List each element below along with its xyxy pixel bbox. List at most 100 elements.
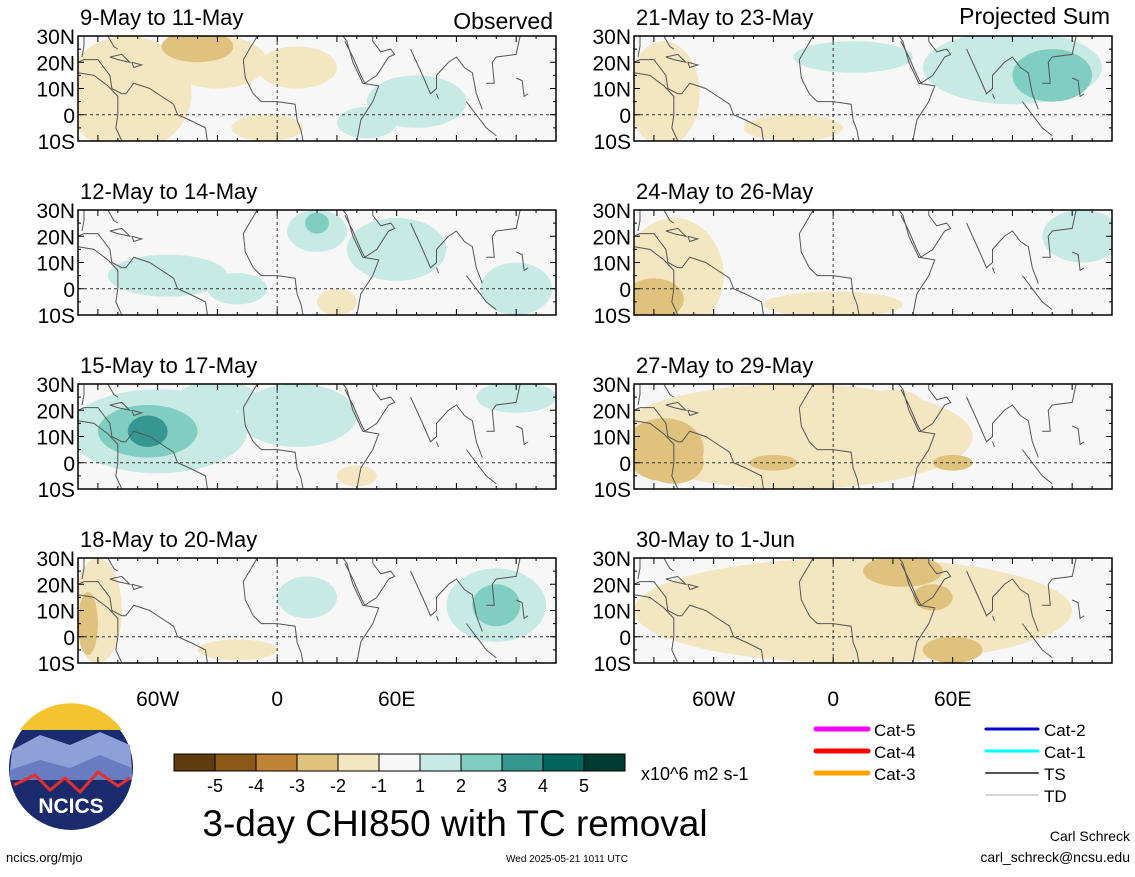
colorbar-swatch [337,753,380,772]
y-tick-label: 20N [592,52,631,75]
anomaly-region [197,639,278,661]
main-title: 3-day CHI850 with TC removal [202,803,707,844]
anomaly-region [336,465,377,487]
y-tick-label: 10S [594,479,631,502]
coastlines [634,558,1085,663]
coastlines [634,384,1085,489]
y-tick-label: 0 [63,279,75,302]
legend-item: Cat-4 [813,743,916,762]
legend-label: TS [1044,765,1066,784]
colorbar-swatch [296,753,339,772]
colorbar-swatch [214,753,257,772]
y-tick-label: 10S [38,131,75,154]
y-tick-label: 0 [63,105,75,128]
coastlines [78,210,529,315]
y-tick-label: 30N [36,374,75,397]
anomaly-region [305,212,329,234]
coastlines [78,384,529,489]
anomaly-region [257,46,337,89]
colorbar-swatch [419,753,462,772]
y-tick-label: 20N [36,400,75,423]
panel-title: 15-May to 17-May [80,353,257,378]
y-tick-label: 20N [592,574,631,597]
colorbar-tick-label: 4 [538,776,548,796]
colorbar-tick-label: -1 [371,776,387,796]
x-tick-label: 0 [827,688,839,711]
anomaly-region [793,41,913,73]
anomaly-region [472,584,521,627]
y-tick-label: 0 [619,453,631,476]
legend-item: Cat-2 [984,721,1086,740]
colorbar-tick-label: 3 [497,776,507,796]
anomaly-region [317,288,357,315]
coastlines [78,36,529,141]
panel-ticks [77,209,557,316]
anomaly-region [78,592,98,656]
y-tick-label: 0 [619,279,631,302]
x-tick-label: 0 [271,688,283,711]
y-tick-label: 0 [63,627,75,650]
x-tick-label: 60E [934,688,971,711]
panel-ticks [77,557,557,664]
logo-text: NCICS [38,795,103,818]
anomaly-region [277,576,337,619]
y-tick-label: 30N [592,374,631,397]
x-tick-label: 60W [136,688,179,711]
panel-ticks [633,209,1113,316]
y-tick-label: 10S [594,131,631,154]
y-tick-label: 10S [38,305,75,328]
legend-item: TS [985,765,1066,784]
legend-label: TD [1044,787,1067,806]
colorbar-tick-label: -5 [207,776,223,796]
y-tick-label: 10N [592,601,631,624]
footer-url: ncics.org/mjo [6,850,83,865]
x-tick-labels: 60W 0 60E 60W 0 60E [136,688,971,711]
anomaly-region [231,114,304,141]
y-tick-label: 20N [36,574,75,597]
anomaly-region [922,636,983,663]
colorbar-swatch [378,753,421,772]
ncics-logo: NCICS [9,703,133,830]
y-tick-label: 10N [36,253,75,276]
y-tick-label: 20N [592,400,631,423]
y-tick-label: 10N [592,79,631,102]
y-tick-label: 10S [594,653,631,676]
y-tick-label: 20N [36,52,75,75]
legend-item: TD [985,787,1067,806]
x-tick-label: 60E [378,688,415,711]
anomaly-region [634,558,1073,663]
anomaly-region [237,384,357,447]
coastlines [634,210,1085,315]
anomaly-region [107,254,228,297]
y-tick-label: 10N [36,79,75,102]
y-tick-label: 10N [36,601,75,624]
y-tick-label: 0 [63,453,75,476]
y-tick-label: 0 [619,627,631,650]
y-tick-label: 10N [592,427,631,450]
colorbar-swatch [460,753,503,772]
y-tick-label: 30N [36,548,75,571]
legend-item: Cat-5 [813,721,916,740]
panel-ticks [77,35,557,142]
panel-ticks [633,35,1113,142]
y-tick-label: 20N [592,226,631,249]
colorbar-swatch [583,753,626,772]
panel-title: 9-May to 11-May [80,5,243,30]
panel-ticks [77,383,557,490]
anomaly-region [863,389,923,421]
y-tick-label: 30N [36,26,75,49]
coastlines [78,558,529,663]
panel-title: 27-May to 29-May [636,353,813,378]
legend-label: Cat-1 [1044,743,1086,762]
tc-legend: Cat-5 Cat-4 Cat-3 Cat-2 Cat-1 TS TD [813,721,1086,806]
anomaly-region [1042,210,1112,263]
y-tick-label: 10S [38,653,75,676]
